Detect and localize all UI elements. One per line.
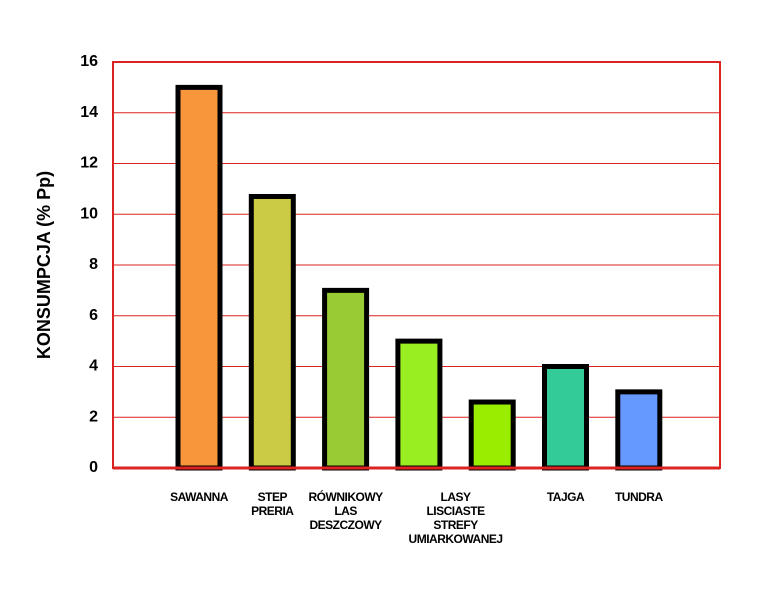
y-tick-label: 2 <box>89 408 98 425</box>
bar <box>468 399 516 471</box>
bar <box>615 389 663 471</box>
y-axis-label: KONSUMPCJA (% Pp) <box>34 171 54 359</box>
x-tick-label: LASY LISCIASTE STREFY UMIARKOWANEJ <box>408 490 504 546</box>
x-tick-label: RÓWNIKOWY LAS DESZCZOWY <box>308 490 384 532</box>
y-tick-label: 12 <box>80 155 98 172</box>
bar <box>542 364 589 471</box>
x-tick-label: STEP PRERIA <box>251 490 294 518</box>
y-tick-label: 4 <box>89 358 98 375</box>
bar <box>322 287 370 471</box>
y-tick-label: 16 <box>80 53 98 70</box>
bar <box>395 338 443 471</box>
bar <box>248 193 296 471</box>
y-tick-label: 6 <box>89 307 98 324</box>
x-tick-label: SAWANNA <box>170 490 228 504</box>
y-tick-label: 0 <box>89 459 98 476</box>
y-tick-label: 14 <box>80 104 98 121</box>
y-tick-label: 8 <box>89 256 98 273</box>
bar <box>175 84 223 471</box>
x-tick-label: TAJGA <box>546 490 585 504</box>
y-tick-label: 10 <box>80 205 98 222</box>
x-tick-label: TUNDRA <box>614 490 663 504</box>
